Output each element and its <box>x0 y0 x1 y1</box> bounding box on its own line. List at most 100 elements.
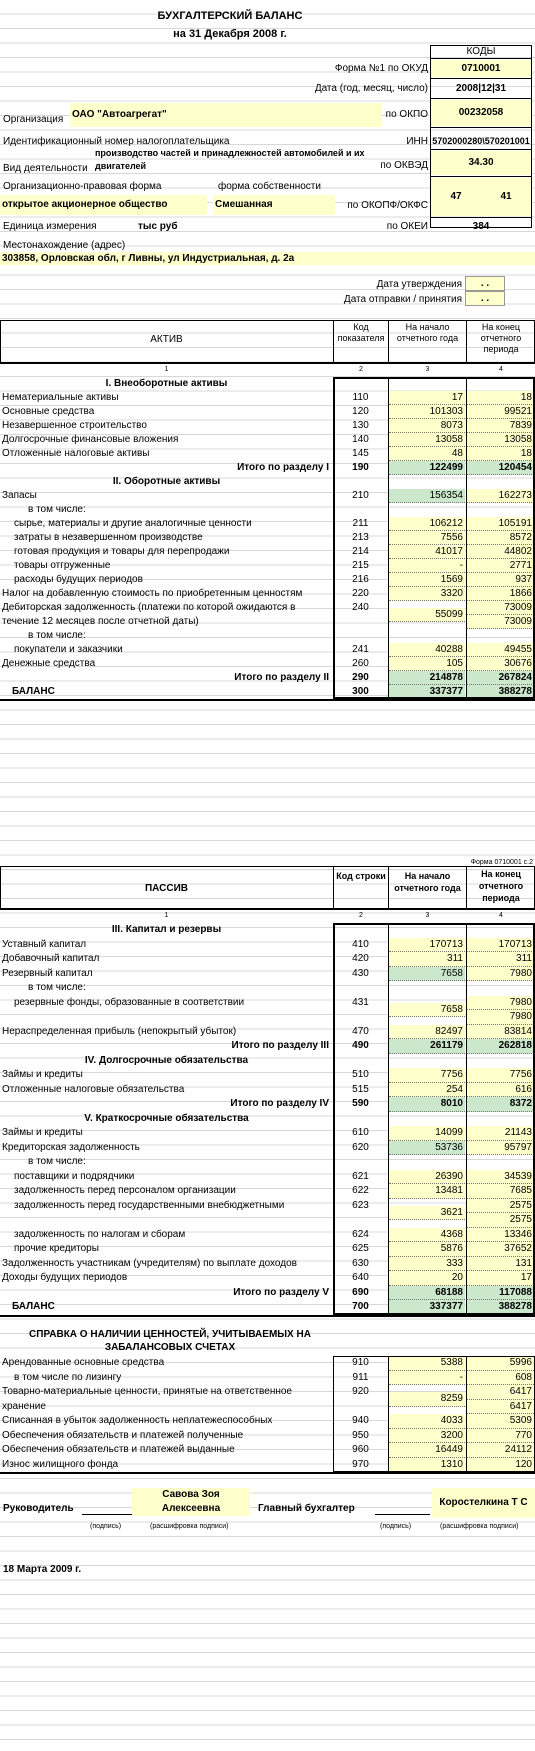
row-end-value[interactable]: 73009 <box>467 601 534 615</box>
row-end-value[interactable]: 17 <box>467 1271 534 1286</box>
row-start-value[interactable]: - <box>389 559 465 573</box>
row-start-value[interactable]: 7756 <box>389 1068 465 1083</box>
row-start-value[interactable]: 68188 <box>389 1285 465 1300</box>
row-start-value[interactable]: 8010 <box>389 1097 465 1112</box>
row-end-value[interactable]: 8372 <box>467 1097 534 1112</box>
row-start-value[interactable]: 4033 <box>389 1414 465 1429</box>
head-signature-line[interactable] <box>82 1514 132 1515</box>
row-end-value[interactable]: 7685 <box>467 1184 534 1199</box>
row-end-value-2[interactable]: 6417 <box>467 1399 534 1414</box>
row-end-value[interactable]: 2771 <box>467 559 534 573</box>
row-start-value[interactable]: 3320 <box>389 587 465 601</box>
row-start-value[interactable]: 48 <box>389 447 465 461</box>
row-start-value[interactable]: 17 <box>389 391 465 405</box>
row-start-value[interactable]: 3200 <box>389 1428 465 1443</box>
org-name[interactable]: ОАО "Автоагрегат" <box>70 103 382 127</box>
row-start-value[interactable]: 101303 <box>389 405 465 419</box>
okpo-code[interactable]: 00232058 <box>431 100 531 126</box>
approval-value[interactable]: . . <box>465 276 505 291</box>
row-start-value[interactable]: 13481 <box>389 1184 465 1199</box>
row-end-value[interactable]: 7756 <box>467 1068 534 1083</box>
row-start-value[interactable]: 333 <box>389 1256 465 1271</box>
row-end-value[interactable]: 117088 <box>467 1285 534 1300</box>
row-end-value[interactable]: 7839 <box>467 419 534 433</box>
row-end-value[interactable]: 18 <box>467 391 534 405</box>
inn-code[interactable]: 5702000280\570201001 <box>432 136 530 146</box>
row-start-value[interactable]: 106212 <box>389 517 465 531</box>
head-name[interactable]: Савова Зоя Алексеевна <box>132 1488 250 1516</box>
row-start-value[interactable]: 261179 <box>389 1039 465 1054</box>
row-end-value[interactable]: 49455 <box>467 643 534 657</box>
date-code[interactable]: 2008|12|31 <box>455 83 507 94</box>
row-start-value[interactable]: 8259 <box>389 1392 465 1407</box>
legal-form-value[interactable]: открытое акционерное общество <box>0 195 207 215</box>
okved-code[interactable]: 34.30 <box>431 151 531 175</box>
row-start-value[interactable]: 55099 <box>389 608 465 622</box>
okopf-code[interactable]: 47 <box>431 178 481 216</box>
okei-code[interactable]: 384 <box>472 221 490 232</box>
okfs-code[interactable]: 41 <box>481 178 531 216</box>
row-start-value[interactable]: 3621 <box>389 1205 465 1220</box>
row-start-value[interactable]: 105 <box>389 657 465 671</box>
row-end-value[interactable]: 37652 <box>467 1242 534 1257</box>
row-start-value[interactable]: 214878 <box>389 671 465 685</box>
row-end-value[interactable]: 7980 <box>467 966 534 981</box>
row-end-value[interactable]: 616 <box>467 1082 534 1097</box>
row-start-value[interactable]: 8073 <box>389 419 465 433</box>
row-end-value[interactable]: 30676 <box>467 657 534 671</box>
sent-value[interactable]: . . <box>465 291 505 306</box>
row-end-value[interactable]: 1866 <box>467 587 534 601</box>
row-start-value[interactable]: 16449 <box>389 1443 465 1458</box>
row-start-value[interactable]: - <box>389 1370 465 1385</box>
unit-value[interactable]: тыс руб <box>138 221 178 232</box>
row-start-value[interactable]: 82497 <box>389 1024 465 1039</box>
row-end-value-2[interactable]: 2575 <box>467 1213 534 1228</box>
address-value[interactable]: 303858, Орловская обл, г Ливны, ул Индус… <box>0 252 535 265</box>
row-end-value[interactable]: 6417 <box>467 1385 534 1400</box>
row-start-value[interactable]: 53736 <box>389 1140 465 1155</box>
row-start-value[interactable]: 5388 <box>389 1356 465 1371</box>
okud-code[interactable]: 0710001 <box>431 60 531 77</box>
row-end-value[interactable]: 99521 <box>467 405 534 419</box>
row-end-value[interactable]: 5309 <box>467 1414 534 1429</box>
row-end-value[interactable]: 8572 <box>467 531 534 545</box>
row-start-value[interactable]: 7658 <box>389 1002 465 1017</box>
row-end-value[interactable]: 24112 <box>467 1443 534 1458</box>
row-start-value[interactable]: 7556 <box>389 531 465 545</box>
row-start-value[interactable]: 311 <box>389 952 465 967</box>
row-start-value[interactable]: 1569 <box>389 573 465 587</box>
row-start-value[interactable]: 5876 <box>389 1242 465 1257</box>
row-end-value[interactable]: 262818 <box>467 1039 534 1054</box>
row-end-value[interactable]: 18 <box>467 447 534 461</box>
row-start-value[interactable]: 20 <box>389 1271 465 1286</box>
row-end-value[interactable]: 937 <box>467 573 534 587</box>
row-start-value[interactable]: 254 <box>389 1082 465 1097</box>
row-end-value[interactable]: 95797 <box>467 1140 534 1155</box>
row-end-value[interactable]: 131 <box>467 1256 534 1271</box>
row-start-value[interactable]: 7658 <box>389 966 465 981</box>
row-end-value[interactable]: 770 <box>467 1428 534 1443</box>
row-end-value[interactable]: 21143 <box>467 1126 534 1141</box>
row-end-value-2[interactable]: 7980 <box>467 1010 534 1025</box>
row-end-value[interactable]: 13346 <box>467 1227 534 1242</box>
row-end-value[interactable]: 7980 <box>467 995 534 1010</box>
row-end-value[interactable]: 13058 <box>467 433 534 447</box>
activity-value[interactable]: производство частей и принадлежностей ав… <box>95 148 365 171</box>
row-start-value[interactable]: 41017 <box>389 545 465 559</box>
row-end-value-2[interactable]: 73009 <box>467 615 534 629</box>
row-end-value[interactable]: 2575 <box>467 1198 534 1213</box>
row-end-value[interactable]: 162273 <box>467 489 534 503</box>
row-start-value[interactable]: 26390 <box>389 1169 465 1184</box>
row-end-value[interactable]: 267824 <box>467 671 534 685</box>
row-start-value[interactable]: 4368 <box>389 1227 465 1242</box>
row-start-value[interactable]: 156354 <box>389 489 465 503</box>
row-start-value[interactable]: 40288 <box>389 643 465 657</box>
row-end-value[interactable]: 5996 <box>467 1356 534 1371</box>
row-end-value[interactable]: 120454 <box>467 461 534 475</box>
chief-name[interactable]: Коростелкина Т С <box>432 1488 535 1518</box>
ownership-value[interactable]: Смешанная <box>213 195 335 215</box>
row-end-value[interactable]: 83814 <box>467 1024 534 1039</box>
row-start-value[interactable]: 14099 <box>389 1126 465 1141</box>
row-end-value[interactable]: 105191 <box>467 517 534 531</box>
row-end-value[interactable]: 608 <box>467 1370 534 1385</box>
